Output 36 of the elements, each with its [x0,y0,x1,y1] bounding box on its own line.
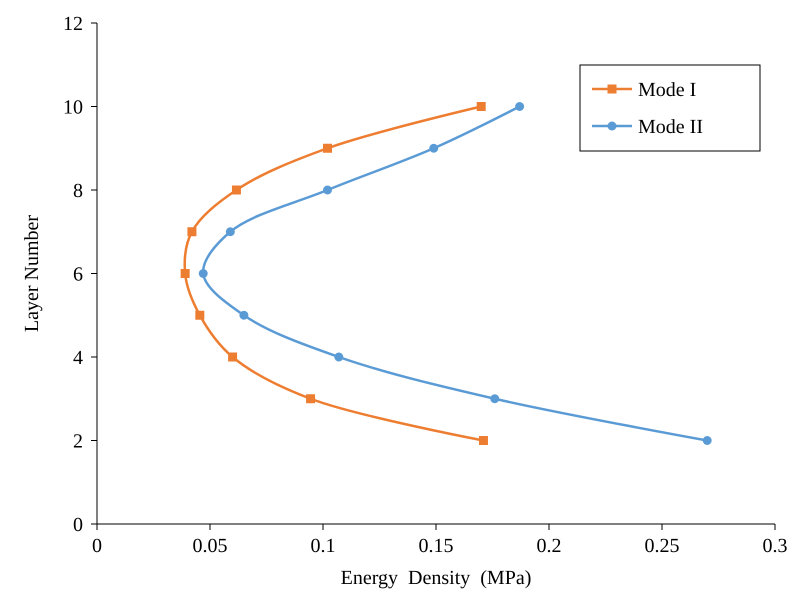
point [180,269,190,278]
point [323,186,332,194]
point [490,394,500,404]
y-axis-title: Layer Number [21,214,43,332]
y-tick-label: 4 [73,347,83,369]
point [478,436,488,445]
x-tick-label: 0.25 [644,535,680,557]
point [232,186,241,194]
x-tick-label: 0 [92,535,102,557]
y-tick-label: 10 [63,96,83,118]
point [306,394,316,404]
point [195,310,204,320]
y-tick-label: 8 [73,180,83,202]
point [198,269,208,278]
point [702,436,712,445]
point [187,227,196,236]
point [228,352,238,362]
point [226,227,235,236]
point [323,144,332,153]
y-tick-label: 2 [73,430,83,452]
point [334,352,344,362]
x-tick-label: 0.2 [536,535,562,557]
x-tick-label: 0.15 [418,535,454,557]
x-tick-label: 0.3 [762,535,788,557]
point [239,310,248,320]
y-tick-label: 6 [73,264,83,286]
y-tick-label: 0 [73,514,83,536]
legend-label: Mode I [638,79,696,101]
x-tick-label: 0.1 [310,535,336,557]
point [476,102,486,111]
x-axis-title: Energy Density (MPa) [340,567,532,589]
legend-label: Mode II [638,116,703,138]
y-tick-label: 12 [63,13,83,35]
x-tick-label: 0.05 [192,535,228,557]
point [429,144,438,153]
point [515,102,524,111]
